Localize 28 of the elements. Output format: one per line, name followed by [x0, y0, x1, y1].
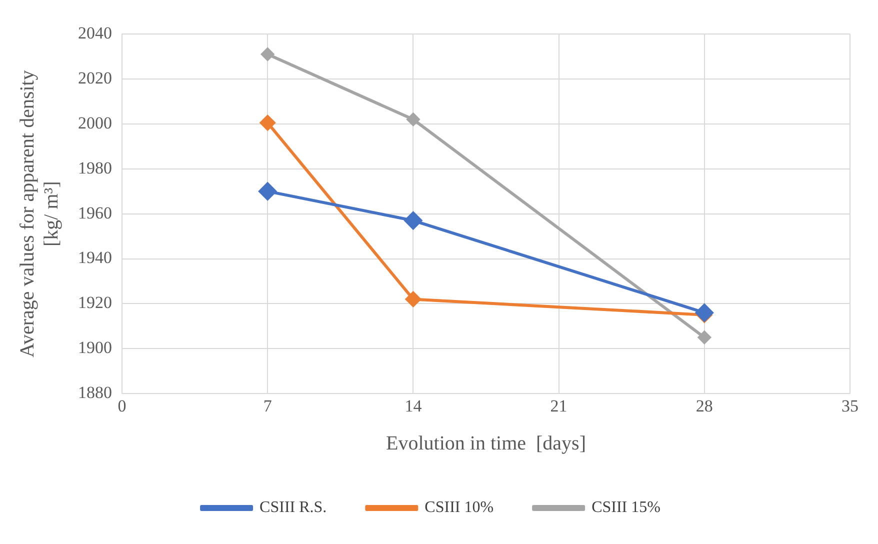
y-tick-label: 1960 [78, 203, 112, 222]
x-tick-label: 7 [263, 396, 272, 416]
y-tick-label: 2020 [78, 68, 112, 88]
point [404, 212, 422, 230]
y-tick-label: 1980 [78, 158, 112, 178]
point [696, 304, 714, 322]
x-tick-label: 0 [118, 396, 126, 416]
y-tick-label: 1880 [78, 383, 112, 402]
y-tick-label: 1920 [78, 293, 112, 312]
point [260, 115, 276, 130]
legend-label: CSIII R.S. [260, 499, 327, 516]
point [261, 48, 274, 61]
point [258, 182, 276, 200]
y-tick-label: 2000 [78, 113, 112, 132]
y-tick-label: 1940 [78, 248, 112, 268]
x-tick-label: 28 [696, 396, 713, 416]
x-tick-label: 21 [550, 396, 568, 416]
y-axis-title: Average values for apparent density [kg/ m³] [16, 70, 62, 358]
x-tick-label: 35 [842, 396, 858, 416]
x-tick-label: 14 [404, 396, 422, 416]
y-tick-label: 1900 [78, 338, 112, 358]
legend-label: CSIII 15% [592, 499, 660, 516]
point [698, 330, 711, 344]
legend-label: CSIII 10% [424, 499, 494, 516]
x-axis-title: Evolution in time [days] [386, 432, 586, 454]
y-tick-label: 2040 [78, 23, 112, 42]
point [406, 112, 420, 126]
point [406, 292, 421, 307]
